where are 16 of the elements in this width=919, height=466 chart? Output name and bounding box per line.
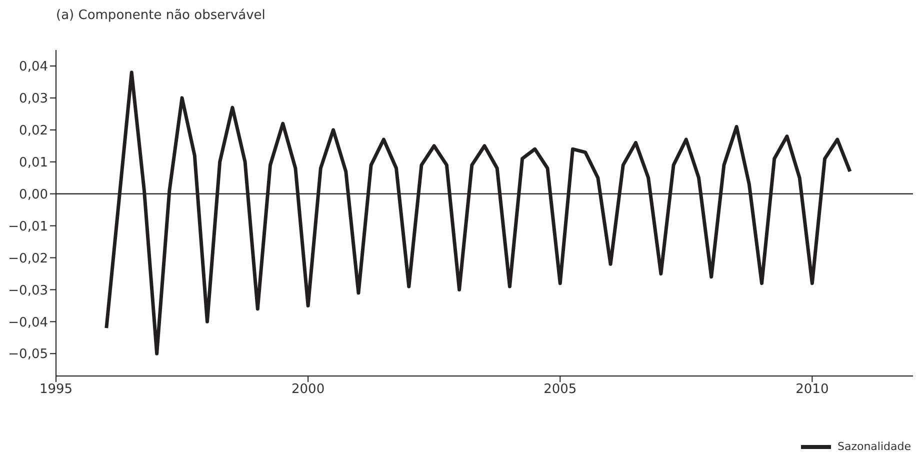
x-tick-label: 2010: [796, 382, 829, 398]
y-tick-label: 0,02: [19, 124, 48, 139]
y-tick-label: 0,00: [19, 187, 48, 202]
chart-title: (a) Componente não observável: [56, 8, 266, 23]
y-tick-label: 0,01: [19, 155, 48, 170]
x-tick-label: 2005: [544, 382, 577, 398]
x-tick-label: 2000: [292, 382, 325, 398]
y-tick-label: −0,01: [8, 219, 48, 234]
y-tick-label: −0,03: [8, 283, 48, 298]
x-tick-label: 1995: [39, 382, 73, 398]
y-tick-label: 0,04: [19, 60, 48, 75]
y-tick-label: −0,04: [8, 315, 48, 330]
y-tick-label: −0,05: [8, 347, 48, 362]
legend-label: Sazonalidade: [837, 440, 911, 453]
y-tick-label: −0,02: [8, 251, 48, 266]
y-tick-label: 0,03: [19, 92, 48, 107]
